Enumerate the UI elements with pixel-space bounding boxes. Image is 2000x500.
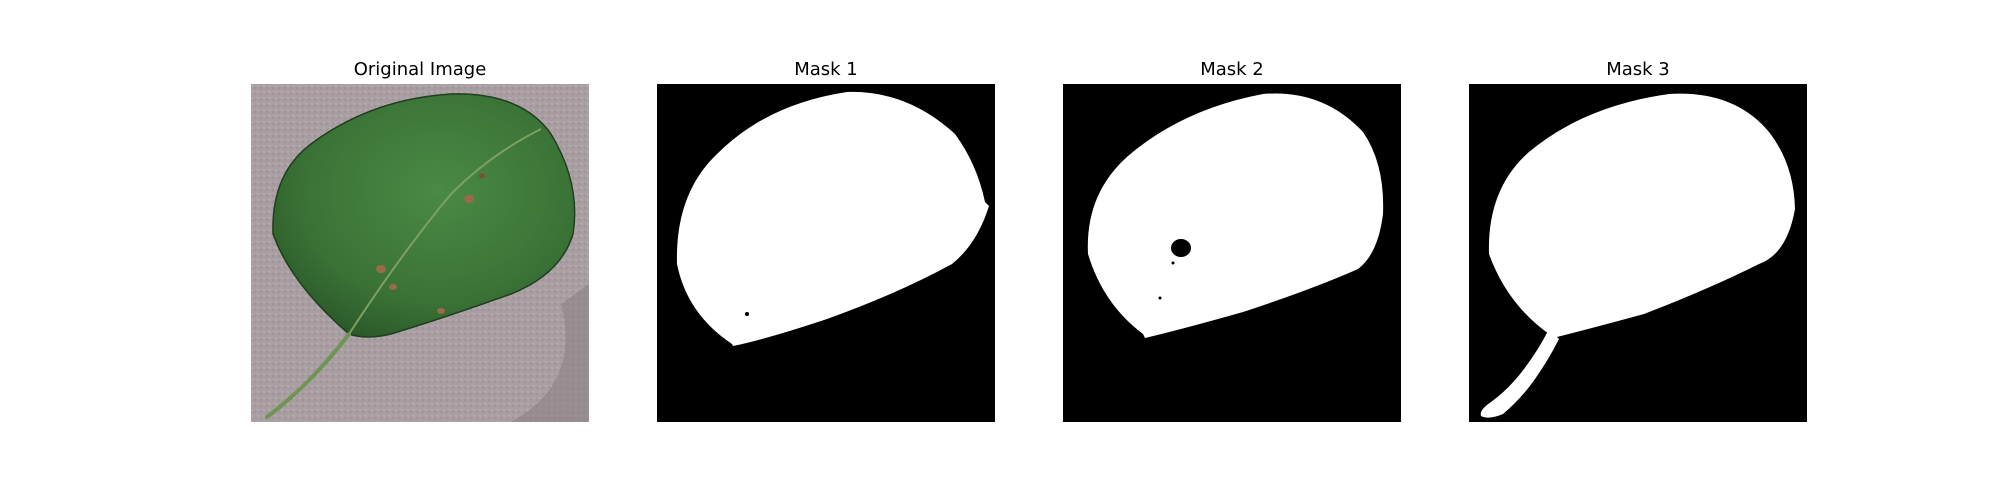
panel-mask-3: Mask 3 [1469,0,1807,500]
mask-1-image [657,84,995,422]
mask-foreground [676,91,989,346]
leaf-shadow [511,284,589,422]
leaf-spot [389,284,397,290]
mask-hole [1171,239,1191,257]
panel-title: Mask 3 [1606,59,1670,80]
leaf-petiole [265,332,351,419]
mask-speck [1171,261,1175,265]
mask-foreground [1087,93,1384,339]
panel-title: Original Image [353,59,487,80]
leaf-spot [464,195,474,203]
mask-petiole [1480,329,1559,418]
panel-mask-1: Mask 1 [657,0,995,500]
panel-original-image: Original Image [251,0,589,500]
original-leaf-image [251,84,589,422]
mask-2-image [1063,84,1401,422]
mask-speck [1158,296,1162,300]
leaf-spot [479,173,485,179]
mask-foreground [1488,93,1795,339]
leaf-spot [376,265,386,273]
panel-title: Mask 1 [794,59,858,80]
leaf-spot [437,308,445,314]
panel-title: Mask 2 [1200,59,1264,80]
panel-mask-2: Mask 2 [1063,0,1401,500]
leaf-midrib [348,128,542,335]
mask-speck [745,312,749,316]
mask-3-image [1469,84,1807,422]
